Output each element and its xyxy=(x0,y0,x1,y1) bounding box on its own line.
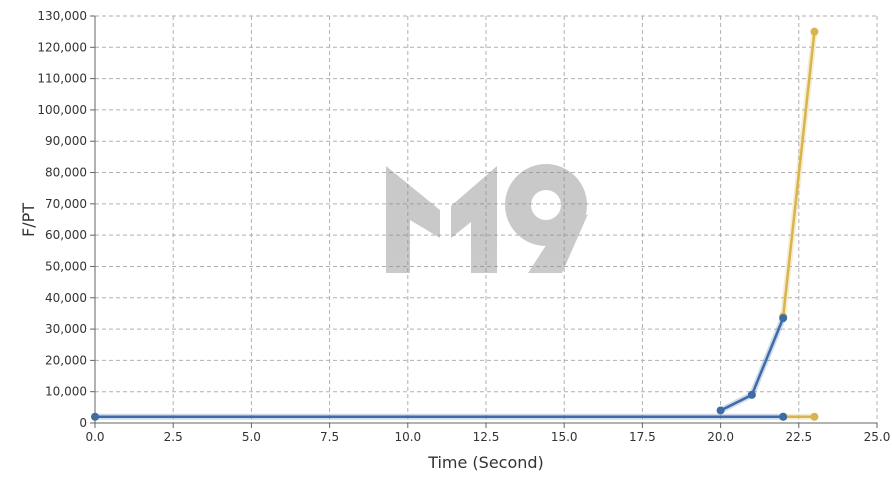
y-tick-label: 50,000 xyxy=(45,259,87,273)
y-tick-label: 0 xyxy=(79,416,87,430)
x-tick-label: 20.0 xyxy=(707,430,734,444)
watermark-logo xyxy=(386,164,588,273)
x-tick-label: 0.0 xyxy=(85,430,104,444)
series-line xyxy=(781,30,816,318)
axes xyxy=(90,15,878,428)
data-point[interactable] xyxy=(747,390,756,399)
data-point[interactable] xyxy=(716,406,725,415)
y-tick-label: 130,000 xyxy=(37,9,87,23)
data-point[interactable] xyxy=(810,27,819,36)
series-1 xyxy=(91,314,788,421)
watermark-m-glyph xyxy=(386,166,497,273)
x-tick-label: 2.5 xyxy=(164,430,183,444)
y-tick-label: 10,000 xyxy=(45,385,87,399)
data-point[interactable] xyxy=(779,314,788,323)
x-tick-label: 15.0 xyxy=(551,430,578,444)
x-tick-label: 25.0 xyxy=(864,430,891,444)
y-tick-label: 90,000 xyxy=(45,134,87,148)
x-tick-label: 17.5 xyxy=(629,430,656,444)
y-tick-label: 110,000 xyxy=(37,72,87,86)
y-axis-title: F/PT xyxy=(19,203,38,237)
y-tick-label: 120,000 xyxy=(37,40,87,54)
data-point[interactable] xyxy=(779,412,788,421)
y-tick-label: 80,000 xyxy=(45,166,87,180)
x-tick-label: 5.0 xyxy=(242,430,261,444)
series xyxy=(91,27,819,421)
x-axis-title: Time (Second) xyxy=(427,453,544,472)
x-tick-label: 7.5 xyxy=(320,430,339,444)
y-tick-label: 100,000 xyxy=(37,103,87,117)
watermark-nine-tail xyxy=(528,214,588,273)
y-tick-label: 70,000 xyxy=(45,197,87,211)
watermark-nine-ring xyxy=(505,164,587,246)
y-tick-label: 20,000 xyxy=(45,353,87,367)
x-tick-label: 12.5 xyxy=(473,430,500,444)
grid xyxy=(94,15,878,424)
data-point[interactable] xyxy=(810,412,819,421)
y-tick-label: 40,000 xyxy=(45,291,87,305)
y-tick-label: 30,000 xyxy=(45,322,87,336)
x-tick-label: 10.0 xyxy=(394,430,421,444)
x-tick-label: 22.5 xyxy=(785,430,812,444)
tick-labels: 0.0 2.5 5.0 7.5 10.0 12.5 15.0 17.5 20.0 22.5 25.0… xyxy=(37,9,890,444)
y-tick-label: 60,000 xyxy=(45,228,87,242)
